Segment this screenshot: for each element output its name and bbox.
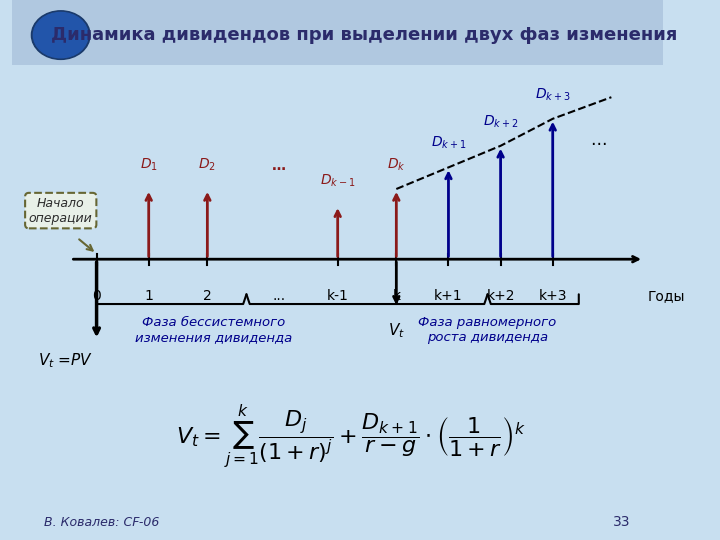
Text: $D_k$: $D_k$: [387, 157, 405, 173]
Text: k+3: k+3: [539, 289, 567, 303]
Text: В. Ковалев: CF-06: В. Ковалев: CF-06: [45, 516, 160, 529]
Text: …: …: [590, 131, 606, 150]
Text: 33: 33: [613, 515, 631, 529]
Text: Динамика дивидендов при выделении двух фаз изменения: Динамика дивидендов при выделении двух ф…: [50, 26, 677, 44]
Text: $D_2$: $D_2$: [199, 157, 216, 173]
Text: k: k: [392, 289, 400, 303]
Text: $D_1$: $D_1$: [140, 157, 158, 173]
Text: $D_{k+3}$: $D_{k+3}$: [535, 86, 570, 103]
Text: Годы: Годы: [647, 289, 685, 303]
Text: Фаза бессистемного
изменения дивиденда: Фаза бессистемного изменения дивиденда: [135, 316, 292, 344]
Text: …: …: [272, 159, 286, 173]
Text: $D_{k+2}$: $D_{k+2}$: [483, 113, 518, 130]
Text: $D_{k+1}$: $D_{k+1}$: [431, 135, 466, 151]
Text: $D_{k-1}$: $D_{k-1}$: [320, 173, 356, 189]
Text: 2: 2: [203, 289, 212, 303]
Text: $V_t$ =PV: $V_t$ =PV: [38, 351, 93, 370]
Text: 0: 0: [92, 289, 101, 303]
Text: k-1: k-1: [327, 289, 348, 303]
FancyBboxPatch shape: [12, 0, 664, 65]
Text: k+1: k+1: [434, 289, 463, 303]
Text: Начало
операции: Начало операции: [29, 197, 93, 225]
Text: ...: ...: [272, 289, 286, 303]
Text: Фаза равномерного
роста дивиденда: Фаза равномерного роста дивиденда: [418, 316, 557, 344]
Text: k+2: k+2: [486, 289, 515, 303]
Text: $V_t = \sum_{j=1}^{k} \dfrac{D_j}{(1+r)^j} + \dfrac{D_{k+1}}{r-g} \cdot \left(\d: $V_t = \sum_{j=1}^{k} \dfrac{D_j}{(1+r)^…: [176, 403, 526, 471]
Text: $V_t$: $V_t$: [388, 321, 405, 340]
Text: 1: 1: [144, 289, 153, 303]
Circle shape: [33, 12, 88, 58]
Circle shape: [32, 11, 90, 59]
